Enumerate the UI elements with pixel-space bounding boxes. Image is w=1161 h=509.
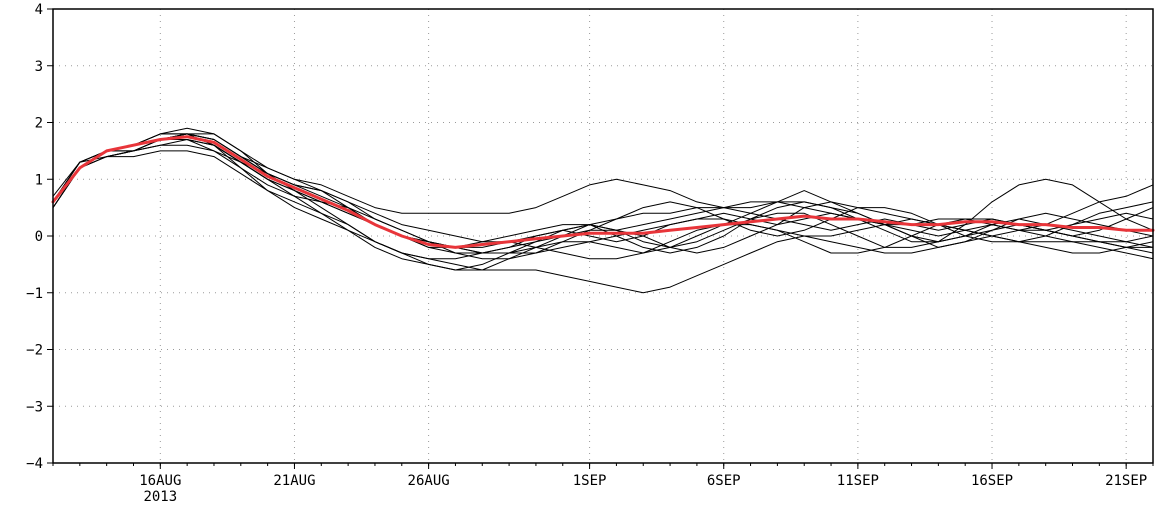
x-tick-label: 1SEP [573, 473, 607, 489]
x-tick-label: 21SEP [1105, 473, 1147, 489]
ensemble-member-line [52, 133, 1154, 294]
y-tick-label: 4 [35, 2, 43, 18]
y-tick-label: −3 [26, 399, 43, 415]
y-tick-label: 0 [35, 229, 43, 245]
y-tick-label: −4 [26, 456, 43, 472]
x-tick-label: 6SEP [707, 473, 741, 489]
y-tick-label: 2 [35, 116, 43, 132]
ensemble-member-line [52, 133, 1154, 254]
ensemble-member-line [52, 139, 1154, 254]
y-tick-label: −2 [26, 343, 43, 359]
ensemble-member-line [52, 150, 1154, 271]
ensemble-mean-line [51, 135, 1155, 249]
x-tick-label: 16AUG [139, 473, 181, 489]
ensemble-member-line [52, 144, 1154, 254]
x-tick-sublabel: 2013 [143, 489, 177, 505]
y-tick-label: −1 [26, 286, 43, 302]
series-lines [51, 127, 1155, 294]
ensemble-member-line [52, 133, 1154, 271]
plot-frame [52, 8, 1154, 464]
y-tick-label: 3 [35, 59, 43, 75]
axes [47, 8, 1154, 469]
y-tick-label: 1 [35, 172, 43, 188]
ensemble-member-line [52, 139, 1154, 260]
x-tick-label: 11SEP [837, 473, 879, 489]
grid-lines [53, 9, 1153, 463]
x-tick-label: 26AUG [408, 473, 450, 489]
x-tick-label: 16SEP [971, 473, 1013, 489]
ensemble-member-line [52, 133, 1154, 260]
x-tick-label: 21AUG [273, 473, 315, 489]
